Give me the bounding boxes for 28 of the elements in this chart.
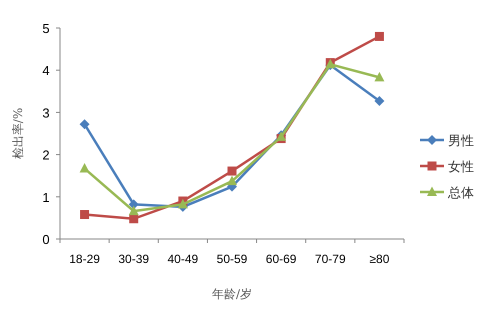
- x-tick-label: ≥80: [369, 252, 390, 266]
- x-tick-label: 70-79: [314, 252, 346, 266]
- point: [80, 163, 90, 173]
- x-tick-label: 40-49: [168, 252, 199, 266]
- y-axis-title: 检出率/%: [11, 108, 25, 160]
- y-tick-label: 2: [42, 148, 50, 163]
- point: [178, 198, 188, 208]
- y-tick-label: 4: [42, 63, 50, 78]
- point: [374, 32, 384, 41]
- legend-label: 男性: [448, 134, 474, 149]
- point: [374, 72, 384, 82]
- x-tick-label: 50-59: [216, 252, 248, 266]
- y-tick-label: 0: [42, 232, 50, 247]
- y-tick-label: 3: [42, 105, 50, 120]
- x-axis-title: 年龄/岁: [212, 287, 252, 301]
- y-tick-label: 1: [42, 190, 50, 205]
- point: [80, 119, 90, 130]
- x-tick-label: 18-29: [69, 252, 100, 266]
- legend-label: 总体: [447, 186, 474, 201]
- y-tick-label: 5: [42, 21, 50, 36]
- point: [128, 206, 139, 216]
- point: [228, 166, 236, 176]
- point: [227, 176, 237, 186]
- x-tick-label: 60-69: [266, 252, 297, 266]
- x-tick-label: 30-39: [118, 252, 150, 266]
- point: [80, 210, 90, 220]
- point: [374, 96, 384, 106]
- legend-label: 女性: [448, 160, 474, 175]
